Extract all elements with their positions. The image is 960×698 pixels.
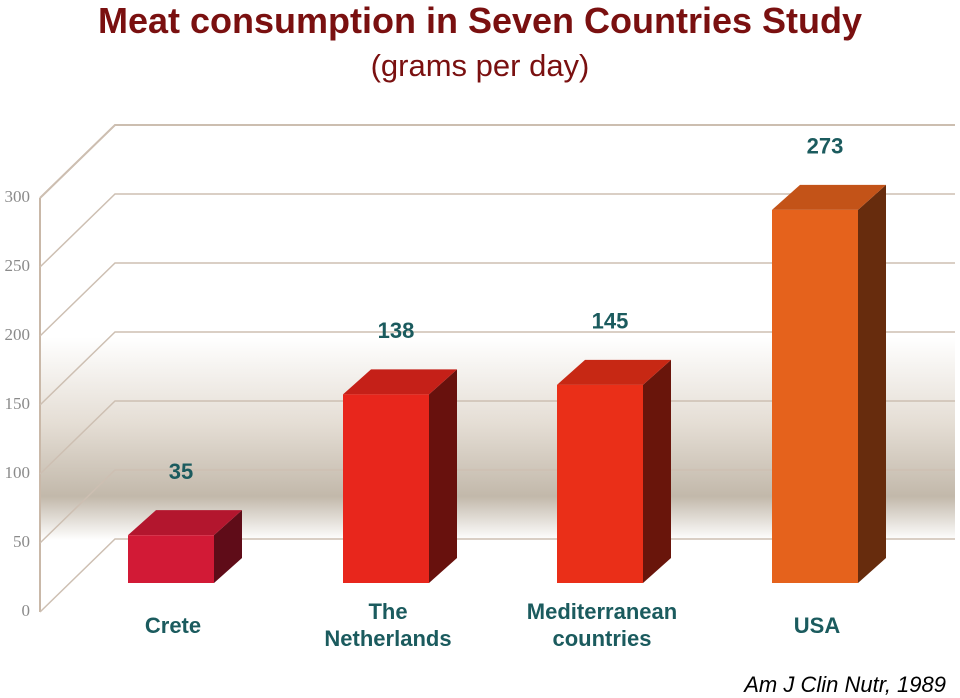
bar [772,209,858,583]
grid-line [39,538,955,613]
bar-side [858,184,886,583]
y-tick-label: 200 [5,325,31,344]
value-label: 138 [378,318,415,343]
bar [343,394,429,583]
y-tick-label: 150 [5,394,31,413]
bar-top [557,359,671,385]
y-tick-label: 100 [5,463,31,482]
grid-line [39,469,955,544]
value-label: 35 [169,459,193,484]
x-tick-label: The Netherlands [324,599,452,651]
grid-line [39,262,955,337]
chart-subtitle: (grams per day) [370,48,590,83]
bar-side [214,510,242,583]
value-label: 273 [807,134,844,159]
source: Am J Clin Nutr, 1989 [744,672,946,697]
grid-line [39,331,955,406]
bar-top [772,184,886,210]
bar [128,535,214,583]
grid-line [39,124,955,199]
y-tick-label: 50 [13,532,30,551]
bar-side [429,369,457,583]
bar-top [343,369,457,395]
y-tick-label: 300 [5,187,31,206]
x-tick-label: Mediterranean countries [526,599,678,651]
grid-line [39,400,955,475]
bar [557,384,643,583]
x-tick-label: Crete [144,612,202,638]
x-tick-label: USA [793,612,841,638]
bar-top [128,510,242,536]
y-tick-label: 250 [5,256,31,275]
chart-title: Meat consumption in Seven Countries Stud… [97,0,863,41]
value-label: 145 [592,309,629,334]
y-tick-label: 0 [22,601,31,620]
bar-side [643,359,671,583]
grid-line [39,193,955,268]
